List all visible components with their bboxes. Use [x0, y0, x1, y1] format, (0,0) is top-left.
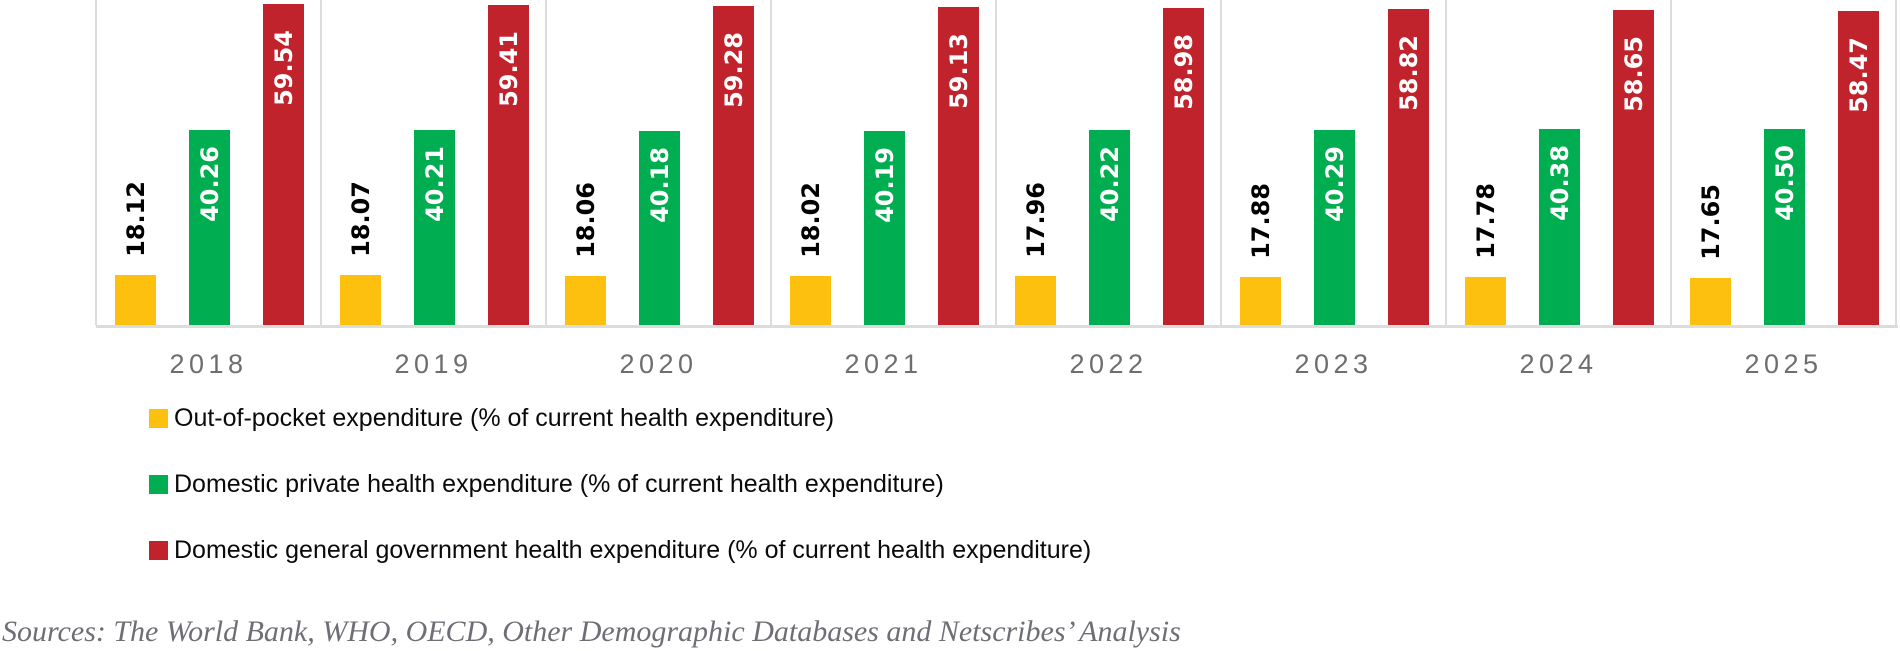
legend-item-domestic-government: Domestic general government health expen… [149, 536, 1091, 564]
panel-border [770, 0, 772, 325]
source-note: Sources: The World Bank, WHO, OECD, Othe… [2, 615, 1181, 648]
panel-border [1670, 0, 1672, 325]
bar-value-label-domestic-private-2021: 40.19 [870, 146, 899, 223]
legend-label: Domestic general government health expen… [174, 536, 1092, 564]
bar-value-label-out-of-pocket-2021: 18.02 [796, 181, 825, 258]
bar-value-label-domestic-private-2018: 40.26 [195, 146, 224, 223]
bar-out-of-pocket-2023 [1240, 276, 1281, 325]
legend-label: Out-of-pocket expenditure (% of current … [174, 404, 835, 432]
bar-value-label-domestic-private-2022: 40.22 [1095, 146, 1124, 223]
x-axis-line [96, 325, 1898, 328]
bar-out-of-pocket-2022 [1015, 276, 1056, 325]
panel-border [1220, 0, 1222, 325]
bar-value-label-domestic-government-2022: 58.98 [1169, 33, 1198, 110]
bar-domestic-government-2023 [1388, 8, 1429, 325]
bar-value-label-out-of-pocket-2023: 17.88 [1246, 182, 1275, 259]
bar-value-label-domestic-government-2019: 59.41 [494, 30, 523, 107]
bar-value-label-out-of-pocket-2022: 17.96 [1021, 182, 1050, 259]
bar-domestic-private-2025 [1764, 128, 1805, 325]
legend-swatch-domestic-private [149, 474, 168, 494]
bar-value-label-domestic-government-2023: 58.82 [1394, 34, 1423, 111]
bar-domestic-private-2024 [1539, 129, 1580, 325]
bar-value-label-domestic-private-2020: 40.18 [645, 146, 674, 223]
x-axis-label-2022: 2022 [1069, 349, 1148, 379]
bar-domestic-private-2021 [864, 130, 905, 325]
bar-domestic-government-2022 [1163, 7, 1204, 325]
bar-value-label-domestic-government-2018: 59.54 [269, 29, 298, 106]
x-axis-label-2019: 2019 [394, 349, 473, 379]
bar-value-label-domestic-government-2020: 59.28 [719, 31, 748, 108]
legend-item-domestic-private: Domestic private health expenditure (% o… [149, 470, 944, 498]
bar-value-label-out-of-pocket-2024: 17.78 [1471, 183, 1500, 260]
bar-out-of-pocket-2021 [790, 275, 831, 325]
legend-item-out-of-pocket: Out-of-pocket expenditure (% of current … [149, 404, 834, 432]
bar-domestic-private-2022 [1089, 130, 1130, 325]
bar-value-label-domestic-private-2019: 40.21 [420, 146, 449, 223]
bar-value-label-domestic-government-2025: 58.47 [1844, 36, 1873, 113]
panel-border [1445, 0, 1447, 325]
bar-domestic-government-2021 [938, 6, 979, 325]
panel-border [95, 0, 97, 325]
bar-out-of-pocket-2024 [1465, 277, 1506, 325]
panel-border [1895, 0, 1897, 325]
bar-domestic-government-2018 [263, 3, 304, 325]
bar-domestic-private-2018 [189, 130, 230, 325]
x-axis-label-2024: 2024 [1519, 349, 1598, 379]
bar-domestic-government-2024 [1613, 9, 1654, 325]
x-axis-label-2021: 2021 [844, 349, 923, 379]
x-axis-label-2020: 2020 [619, 349, 698, 379]
bar-out-of-pocket-2019 [340, 275, 381, 325]
bar-out-of-pocket-2020 [565, 275, 606, 325]
bar-value-label-domestic-private-2025: 40.50 [1770, 144, 1799, 221]
bar-value-label-out-of-pocket-2019: 18.07 [346, 181, 375, 258]
bar-value-label-domestic-private-2024: 40.38 [1545, 145, 1574, 222]
bar-domestic-private-2020 [639, 130, 680, 325]
bar-value-label-out-of-pocket-2020: 18.06 [571, 181, 600, 258]
x-axis-label-2023: 2023 [1294, 349, 1373, 379]
panel-border [995, 0, 997, 325]
bar-domestic-private-2023 [1314, 129, 1355, 325]
bar-value-label-domestic-government-2021: 59.13 [944, 32, 973, 109]
bar-domestic-private-2019 [414, 130, 455, 325]
bar-out-of-pocket-2018 [115, 275, 156, 325]
bar-value-label-out-of-pocket-2025: 17.65 [1696, 184, 1725, 261]
legend-swatch-out-of-pocket [149, 408, 168, 428]
bar-out-of-pocket-2025 [1690, 278, 1731, 325]
bar-value-label-domestic-government-2024: 58.65 [1619, 35, 1648, 112]
plot-area: 18.12 40.26 59.54 18.07 40.21 59.41 18.06 40.18… [0, 0, 1900, 325]
panel-border [320, 0, 322, 325]
legend-label: Domestic private health expenditure (% o… [174, 470, 944, 498]
x-axis-label-2025: 2025 [1744, 349, 1823, 379]
legend-swatch-domestic-government [149, 540, 168, 560]
panel-border [545, 0, 547, 325]
bar-domestic-government-2025 [1838, 10, 1879, 325]
bar-value-label-domestic-private-2023: 40.29 [1320, 145, 1349, 222]
bar-domestic-government-2019 [488, 4, 529, 325]
bar-domestic-government-2020 [713, 5, 754, 325]
bar-value-label-out-of-pocket-2018: 18.12 [121, 181, 150, 258]
x-axis-label-2018: 2018 [169, 349, 248, 379]
